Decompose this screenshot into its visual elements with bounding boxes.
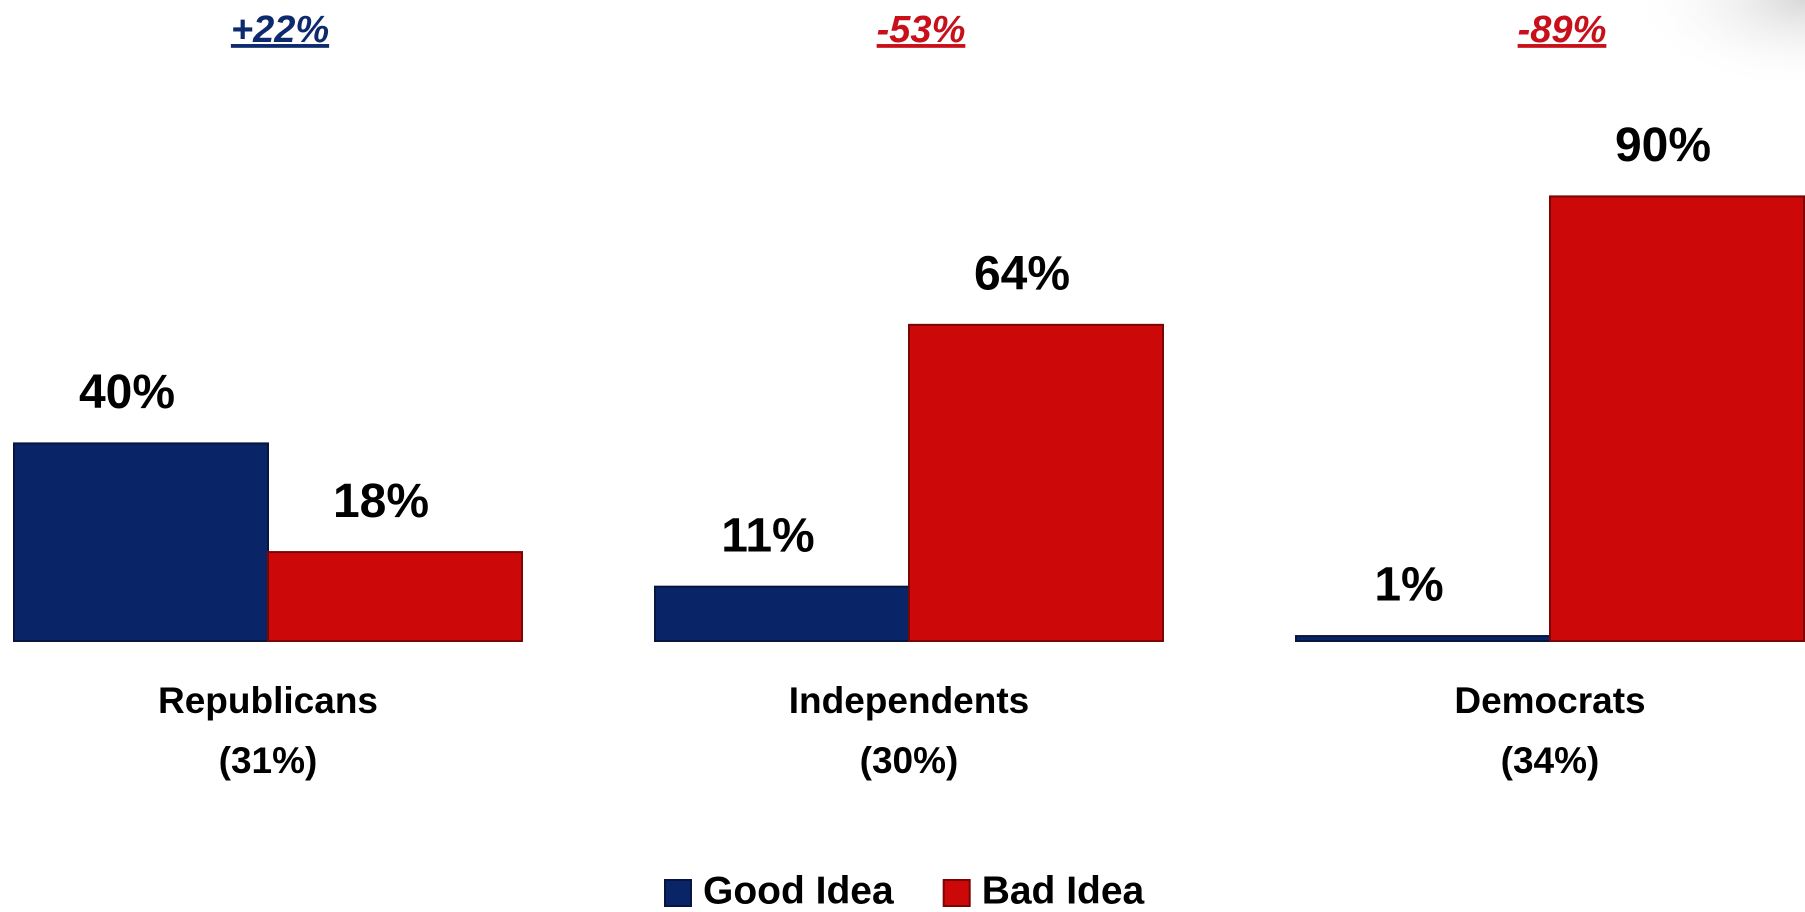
bar [1295,635,1551,642]
legend-swatch [942,879,971,907]
bar [908,323,1164,642]
value-label: 64% [974,248,1070,301]
value-label: 11% [721,509,814,562]
bar [654,585,910,642]
legend-label: Bad Idea [982,869,1145,912]
value-label: 18% [333,475,429,528]
value-label: 40% [79,366,175,419]
bar [267,551,523,643]
value-label: 90% [1615,119,1711,172]
legend-swatch [664,879,692,907]
category-label: Democrats [1454,680,1645,721]
value-label: 1% [1374,559,1443,612]
bar [13,442,269,642]
net-annotation: -89% [1518,9,1607,51]
category-sublabel: (30%) [860,740,959,781]
net-annotation: +22% [231,9,329,51]
net-annotation: -53% [877,9,966,51]
category-label: Republicans [158,680,378,721]
bar [1549,195,1805,642]
category-sublabel: (31%) [219,740,318,781]
category-sublabel: (34%) [1501,740,1600,781]
category-label: Independents [789,680,1030,721]
legend-label: Good Idea [703,869,894,912]
